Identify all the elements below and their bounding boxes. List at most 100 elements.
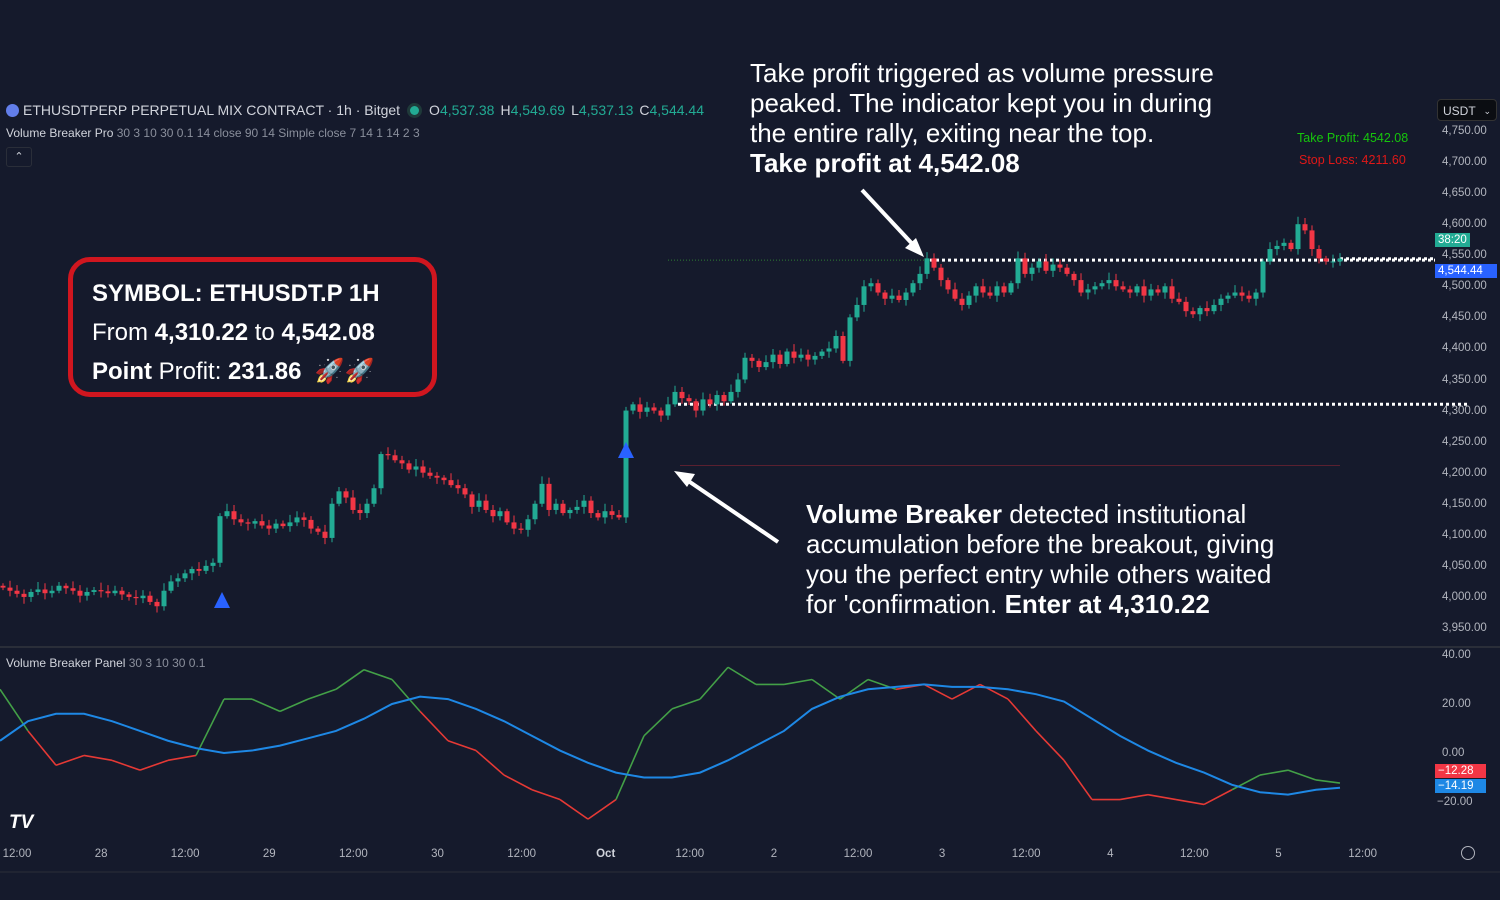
candle [175,578,181,582]
candle [196,568,202,571]
oscillator-tick-label: −20.00 [1437,796,1473,808]
fast-line-segment [1147,793,1177,801]
candle [931,258,937,268]
fast-line-segment [1259,769,1289,776]
fast-line-segment [475,749,505,776]
candle [1043,261,1049,271]
collapse-legend-button[interactable]: ⌃ [6,147,32,167]
candle [322,531,328,538]
candle [840,336,846,361]
candle [1141,286,1147,296]
candle [679,391,685,399]
slow-line [0,683,1341,796]
candle [98,590,104,592]
candle [1078,280,1084,293]
candle [406,463,412,470]
candle [630,404,636,411]
candle [35,589,41,592]
symbol-header: ETHUSDTPERP PERPETUAL MIX CONTRACT · 1h … [6,102,704,118]
candle [602,511,608,518]
ohlc-value: 4,537.13 [578,102,634,118]
fast-line-segment [615,735,645,800]
price-tick-label: 4,700.00 [1442,156,1487,169]
time-tick-label: 12:00 [507,848,536,860]
candle [665,404,671,416]
candle [224,511,230,517]
candle [1302,224,1308,231]
tradingview-logo[interactable]: TV [9,812,34,833]
candle [497,511,503,517]
symbol-title[interactable]: ETHUSDTPERP PERPETUAL MIX CONTRACT · 1h … [23,102,401,118]
ohlc-values: O4,537.38 H4,549.69 L4,537.13 C4,544.44 [423,102,704,118]
currency-select[interactable]: USDT ⌄ [1437,99,1497,121]
candle [518,528,524,530]
candle [1120,286,1126,290]
panel-legend[interactable]: Volume Breaker Panel 30 3 10 30 0.1 [6,656,206,670]
candle [1015,258,1021,284]
fast-line-segment [1119,793,1149,801]
indicator-legend[interactable]: Volume Breaker Pro 30 3 10 30 0.1 14 clo… [6,126,420,140]
candle [112,590,118,594]
candle [203,565,209,571]
candle [1197,308,1203,315]
candle [560,503,566,514]
ohlc-key: O [429,102,440,118]
candle [826,348,832,352]
candle [658,410,664,416]
candle [1295,224,1301,250]
price-tick-label: 3,950.00 [1442,622,1487,634]
candle [819,351,825,356]
candle [1281,242,1287,246]
candle [1148,289,1154,296]
candle [770,354,776,363]
candle [546,483,552,510]
fast-line-segment [1287,769,1317,781]
fast-line-segment [1203,789,1233,806]
candle [252,521,258,524]
candle [854,304,860,318]
candle [833,336,839,349]
candle [1190,311,1196,315]
candle [1204,308,1210,312]
arrow-entry [682,476,780,544]
candle [511,522,517,529]
candle [588,500,594,514]
arrow-take-profit [860,188,920,252]
ohlc-value: 4,537.38 [439,102,495,118]
candle [903,292,909,300]
candle [371,488,377,504]
time-tick-label: 2 [770,848,778,860]
candle [1330,261,1336,263]
candle [581,500,587,507]
candle [980,286,986,293]
fast-line-segment [27,730,57,766]
ohlc-key: C [639,102,650,118]
fast-line-segment [279,698,309,713]
candle [28,591,34,597]
fast-line-segment [1063,759,1093,801]
candle [231,511,237,520]
entry-signal-triangle-icon [618,442,634,458]
settings-icon[interactable] [1461,846,1475,860]
candle [133,596,139,599]
candle [140,595,146,599]
fast-line-segment [307,688,337,700]
candle [413,466,419,470]
candle [805,354,811,360]
chevron-up-icon: ⌃ [14,151,24,163]
fast-line-segment [783,678,813,686]
candle [875,283,881,293]
candle [700,399,706,411]
candle [693,401,699,411]
slow-value-tag: −14.19 [1435,779,1486,793]
candle [189,568,195,574]
price-tick-label: 4,350.00 [1442,373,1487,386]
summary-symbol: SYMBOL: ETHUSDT.P 1H [92,280,380,307]
candle [210,562,216,566]
fast-line-segment [587,798,617,820]
fast-line-segment [811,678,841,700]
candle [427,472,433,476]
candle [364,503,370,514]
candle [49,590,55,594]
